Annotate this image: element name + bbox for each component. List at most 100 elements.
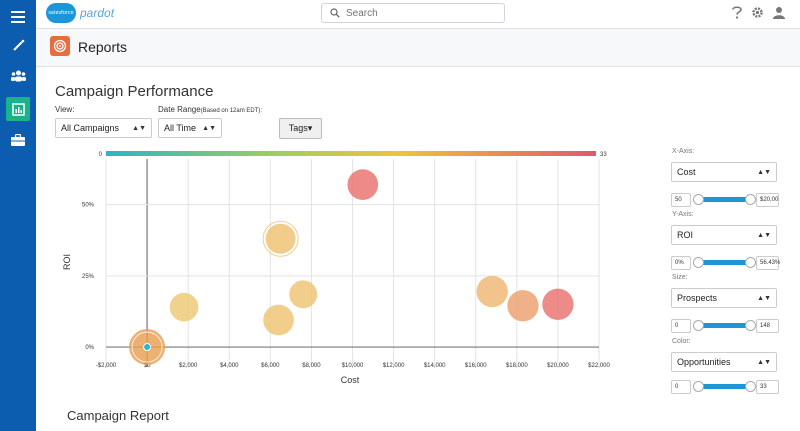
- view-label: View:: [55, 105, 75, 114]
- y-max-value[interactable]: 56.43%: [756, 256, 780, 270]
- help-icon[interactable]: [731, 5, 743, 19]
- color-min-value[interactable]: 0: [671, 380, 691, 394]
- scatter-point[interactable]: [507, 290, 539, 322]
- reports-target-icon: [50, 36, 70, 56]
- left-nav-rail: [0, 0, 36, 431]
- content-card: Campaign Performance View: All Campaigns…: [36, 67, 800, 431]
- scatter-point[interactable]: [169, 292, 199, 322]
- scatter-point-bubble: [169, 292, 199, 322]
- scatter-point[interactable]: [347, 169, 379, 200]
- scatter-point-bubble: [476, 275, 508, 308]
- color-min-handle[interactable]: [693, 381, 704, 392]
- pardot-logo[interactable]: salesforce pardot: [46, 3, 114, 23]
- y-tick-label: 50%: [82, 203, 95, 209]
- x-axis-title: Cost: [341, 375, 360, 385]
- color-select[interactable]: Opportunities ▲▼: [671, 352, 777, 372]
- date-range-select[interactable]: All Time ▲▼: [158, 118, 222, 138]
- search-box[interactable]: [321, 3, 505, 23]
- x-range-slider[interactable]: [698, 197, 750, 202]
- x-tick-label: $2,000: [179, 363, 198, 369]
- y-range-slider[interactable]: [698, 260, 750, 265]
- x-axis-select-value: Cost: [677, 167, 696, 177]
- wand-icon[interactable]: [6, 33, 30, 57]
- select-caret-icon: ▲▼: [202, 124, 216, 132]
- color-select-value: Opportunities: [677, 357, 731, 367]
- campaign-report-title: Campaign Report: [67, 408, 169, 423]
- x-tick-label: -$2,000: [96, 363, 117, 369]
- scatter-point[interactable]: [129, 329, 166, 366]
- x-tick-label: $22,000: [588, 363, 610, 369]
- color-scale-max-label: 33: [600, 152, 607, 158]
- x-tick-label: $16,000: [465, 363, 487, 369]
- y-min-handle[interactable]: [693, 257, 704, 268]
- campaign-performance-title: Campaign Performance: [55, 83, 214, 100]
- y-tick-label: 0%: [85, 345, 94, 351]
- chart-grid: [105, 159, 600, 367]
- scatter-point-bubble: [347, 169, 379, 200]
- user-icon[interactable]: [772, 6, 786, 19]
- x-tick-label: $0: [144, 363, 151, 369]
- scatter-point-bubble: [289, 280, 318, 309]
- scatter-point[interactable]: [542, 288, 574, 320]
- scatter-point[interactable]: [262, 220, 299, 257]
- top-bar: salesforce pardot: [36, 0, 800, 29]
- x-tick-label: $12,000: [383, 363, 405, 369]
- date-range-sub-label: (Based on 12am EDT):: [200, 108, 263, 114]
- size-select-value: Prospects: [677, 293, 718, 303]
- gear-icon[interactable]: [751, 6, 764, 19]
- campaign-scatter-chart: 0 33 -$2,000 $0 $2,000 $4,000 $6,000 $8,000 $1…: [62, 151, 611, 385]
- x-tick-label: $8,000: [302, 363, 321, 369]
- scatter-point[interactable]: [476, 275, 508, 308]
- scatter-point-bubble: [263, 304, 294, 336]
- x-min-handle[interactable]: [693, 194, 704, 205]
- pardot-wordmark: pardot: [80, 6, 115, 20]
- scatter-point[interactable]: [289, 280, 318, 309]
- color-label: Color:: [672, 338, 691, 345]
- color-max-handle[interactable]: [745, 381, 756, 392]
- x-axis-select[interactable]: Cost ▲▼: [671, 162, 777, 182]
- x-tick-label: $6,000: [261, 363, 280, 369]
- color-range-slider[interactable]: [698, 384, 750, 389]
- y-axis-select[interactable]: ROI ▲▼: [671, 225, 777, 245]
- x-tick-label: $10,000: [342, 363, 364, 369]
- view-select-value: All Campaigns: [61, 123, 120, 133]
- x-axis-label: X-Axis:: [672, 148, 695, 155]
- page-header: Reports: [36, 29, 800, 67]
- tags-button[interactable]: Tags▾: [279, 118, 322, 139]
- briefcase-icon[interactable]: [6, 128, 30, 152]
- color-max-value[interactable]: 33: [756, 380, 779, 394]
- size-range-slider[interactable]: [698, 323, 750, 328]
- y-max-handle[interactable]: [745, 257, 756, 268]
- size-min-handle[interactable]: [693, 320, 704, 331]
- scatter-point[interactable]: [263, 304, 294, 336]
- color-scale-min-label: 0: [99, 152, 103, 158]
- scatter-point-selection-ring: [131, 331, 163, 363]
- scatter-point-bubble: [542, 288, 574, 320]
- size-label: Size:: [672, 274, 688, 281]
- view-select[interactable]: All Campaigns ▲▼: [55, 118, 152, 138]
- salesforce-cloud-logo: salesforce: [46, 3, 76, 23]
- x-max-handle[interactable]: [745, 194, 756, 205]
- date-range-label: Date Range(Based on 12am EDT):: [158, 105, 262, 114]
- scatter-point-outline: [262, 220, 299, 257]
- size-max-value[interactable]: 148: [756, 319, 779, 333]
- x-max-value[interactable]: $20,00: [756, 193, 779, 207]
- size-max-handle[interactable]: [745, 320, 756, 331]
- size-min-value[interactable]: 0: [671, 319, 691, 333]
- y-axis-label: Y-Axis:: [672, 211, 694, 218]
- select-caret-icon: ▲▼: [757, 231, 771, 239]
- date-range-select-value: All Time: [164, 123, 197, 133]
- search-input[interactable]: [346, 7, 486, 19]
- size-select[interactable]: Prospects ▲▼: [671, 288, 777, 308]
- x-tick-label: $14,000: [424, 363, 446, 369]
- color-scale-bar: [106, 151, 596, 156]
- x-min-value[interactable]: 50: [671, 193, 691, 207]
- menu-icon[interactable]: [6, 5, 30, 29]
- reports-icon[interactable]: [6, 97, 30, 121]
- scatter-point-selected-dot: [143, 343, 152, 352]
- scatter-point-bubble: [265, 223, 296, 254]
- date-range-label-text: Date Range: [158, 105, 201, 114]
- y-min-value[interactable]: 0%: [671, 256, 691, 270]
- users-icon[interactable]: [6, 64, 30, 88]
- x-tick-label: $20,000: [547, 363, 569, 369]
